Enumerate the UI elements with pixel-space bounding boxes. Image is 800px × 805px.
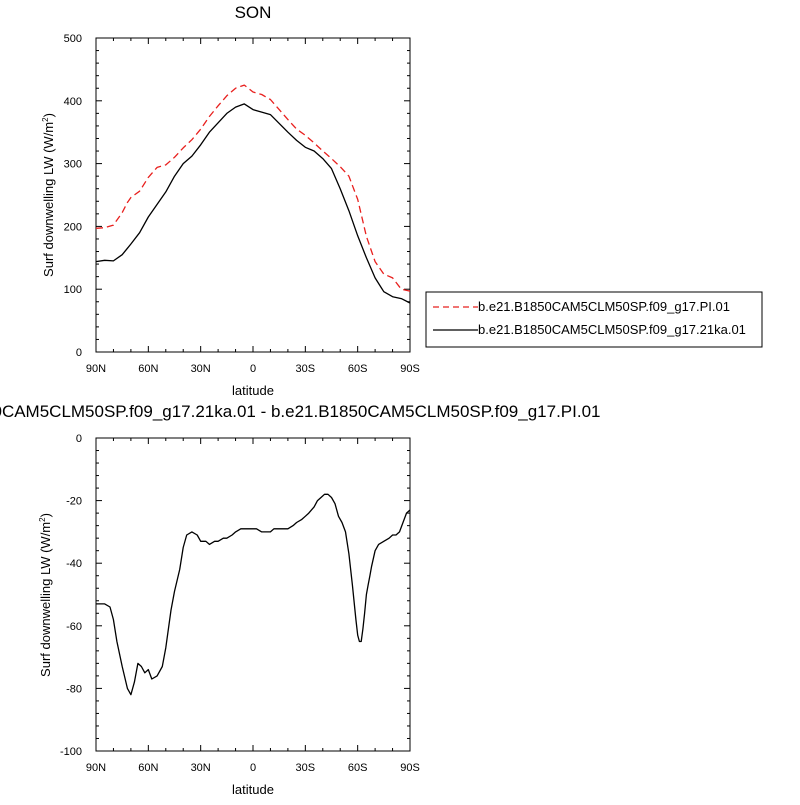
top-y-tick-label: 500 (64, 33, 82, 45)
bottom-x-tick-label: 90S (400, 762, 420, 774)
bottom-x-tick-label: 0 (250, 762, 256, 774)
top-plot-frame (95, 37, 411, 353)
bottom-y-axis-label: Surf downwelling LW (W/m2) (38, 513, 53, 677)
top-y-tick-label: 0 (76, 347, 82, 359)
bottom-plot-frame (95, 437, 411, 752)
bottom-x-tick-label: 60N (138, 762, 158, 774)
legend-label-21ka: b.e21.B1850CAM5CLM50SP.f09_g17.21ka.01 (478, 322, 746, 337)
bottom-chart-title: b.e21.B1850CAM5CLM50SP.f09_g17.21ka.01 -… (0, 402, 600, 421)
top-y-tick-label: 100 (64, 284, 82, 296)
top-series-lines (95, 84, 411, 304)
top-series-line-1 (95, 103, 411, 304)
bottom-series-lines (96, 493, 411, 696)
top-series-line-0 (95, 84, 411, 292)
bottom-y-axis-label-sup: 2 (38, 517, 47, 522)
top-x-tick-label: 90S (400, 363, 420, 375)
bottom-x-axis-label: latitude (232, 782, 274, 797)
top-chart-title: SON (235, 3, 272, 22)
top-x-axis-label: latitude (232, 383, 274, 398)
top-axis-ticks: 90N 60N 30N 0 30S 60S 90S 0 100 200 300 400 500 (64, 33, 420, 375)
top-x-tick-label: 90N (86, 363, 106, 375)
top-y-axis-label: Surf downwelling LW (W/m2) (41, 113, 56, 277)
top-y-axis-label-sup: 2 (41, 117, 50, 122)
bottom-x-tick-label: 60S (348, 762, 368, 774)
bottom-series-line-0 (96, 493, 411, 696)
top-x-tick-label: 60N (138, 363, 158, 375)
bottom-y-tick-label: 0 (76, 433, 82, 445)
bottom-y-tick-label: -80 (66, 683, 82, 695)
bottom-y-tick-label: -20 (66, 496, 82, 508)
top-x-tick-label: 0 (250, 363, 256, 375)
legend: b.e21.B1850CAM5CLM50SP.f09_g17.PI.01 b.e… (425, 291, 763, 348)
top-y-axis-label-close: ) (41, 113, 56, 117)
bottom-axis-ticks: 90N 60N 30N 0 30S 60S 90S -100 -80 -60 -40 -20 0 (60, 433, 420, 774)
top-y-axis-label-text: Surf downwelling LW (W/m (41, 122, 56, 277)
top-y-tick-label: 200 (64, 221, 82, 233)
top-y-tick-label: 400 (64, 96, 82, 108)
top-x-tick-label: 30N (191, 363, 211, 375)
top-x-tick-label: 60S (348, 363, 368, 375)
bottom-y-tick-label: -60 (66, 621, 82, 633)
bottom-panel: b.e21.B1850CAM5CLM50SP.f09_g17.21ka.01 -… (0, 402, 600, 797)
legend-box (425, 291, 763, 348)
top-y-tick-label: 300 (64, 159, 82, 171)
bottom-y-tick-label: -40 (66, 558, 82, 570)
bottom-x-tick-label: 30S (296, 762, 316, 774)
bottom-x-tick-label: 90N (86, 762, 106, 774)
bottom-y-axis-label-close: ) (38, 513, 53, 517)
legend-label-pi: b.e21.B1850CAM5CLM50SP.f09_g17.PI.01 (478, 299, 730, 314)
bottom-y-tick-label: -100 (60, 746, 82, 758)
bottom-x-tick-label: 30N (191, 762, 211, 774)
top-panel: SON 90N 60N 30N 0 30S 60S 90S0100200300400500 … (41, 3, 763, 398)
top-x-tick-label: 30S (296, 363, 316, 375)
bottom-y-axis-label-text: Surf downwelling LW (W/m (38, 522, 53, 677)
